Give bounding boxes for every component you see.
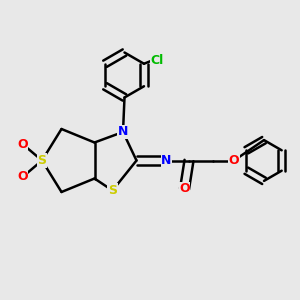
Text: S: S [38, 154, 46, 167]
Text: O: O [179, 182, 190, 196]
Text: N: N [118, 125, 128, 139]
Text: S: S [108, 184, 117, 197]
Text: O: O [17, 137, 28, 151]
Text: Cl: Cl [151, 54, 164, 67]
Text: O: O [17, 170, 28, 184]
Text: N: N [161, 154, 172, 167]
Text: O: O [229, 154, 239, 167]
